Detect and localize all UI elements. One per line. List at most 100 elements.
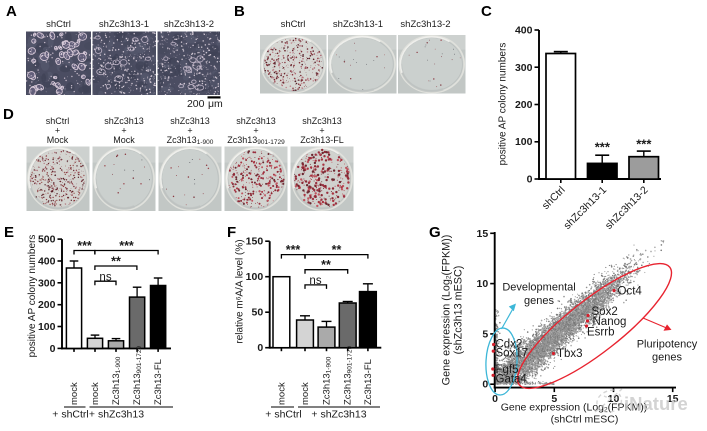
svg-text:Tbx3: Tbx3 [557,348,583,360]
svg-text:(shCtrl mESC): (shCtrl mESC) [551,414,619,426]
svg-text:shZc3h13-2: shZc3h13-2 [164,19,214,30]
svg-text:***: *** [636,137,652,152]
svg-text:300: 300 [38,277,56,289]
svg-text:**: ** [321,258,331,272]
svg-text:Gata4: Gata4 [496,374,528,386]
svg-text:Oct4: Oct4 [618,286,643,298]
svg-text:Pluripotency: Pluripotency [637,339,698,351]
svg-text:shZc3h13-1: shZc3h13-1 [333,19,383,30]
svg-text:400: 400 [515,25,533,37]
svg-text:shCtrl: shCtrl [281,19,306,30]
svg-text:μm: μm [208,98,223,110]
svg-text:genes: genes [652,352,682,364]
svg-text:+ shZc3h13: + shZc3h13 [311,409,366,421]
svg-text:Zc3h13901-1729: Zc3h13901-1729 [343,345,354,405]
svg-text:A: A [6,3,17,20]
svg-text:genes: genes [524,295,554,307]
svg-text:Sox2: Sox2 [592,306,618,318]
svg-text:positive AP colony numbers: positive AP colony numbers [27,235,38,358]
svg-text:shCtrl: shCtrl [46,19,71,30]
svg-text:B: B [234,3,245,20]
svg-text:300: 300 [515,62,533,74]
svg-text:100: 100 [38,321,56,333]
svg-text:Fgf5: Fgf5 [496,364,519,376]
svg-text:0: 0 [527,174,533,186]
svg-text:200: 200 [515,99,533,111]
svg-text:15: 15 [477,228,489,240]
svg-text:shZc3h13-2: shZc3h13-2 [603,184,651,232]
svg-text:150: 150 [246,236,264,248]
svg-text:100: 100 [515,136,533,148]
svg-text:+: + [55,126,60,136]
svg-text:+: + [319,126,324,136]
svg-text:+ shZc3h13: + shZc3h13 [89,409,144,421]
svg-text:Developmental: Developmental [502,282,575,294]
svg-text:shZc3h13-1: shZc3h13-1 [561,184,609,232]
svg-text:ns: ns [99,272,111,284]
svg-text:Mock: Mock [47,135,69,145]
svg-text:200: 200 [38,299,56,311]
svg-text:shZc3h13-2: shZc3h13-2 [400,19,450,30]
svg-text:mock: mock [300,382,311,405]
svg-text:400: 400 [38,256,56,268]
svg-text:**: ** [332,243,342,257]
svg-text:Cdx2: Cdx2 [496,339,523,351]
svg-text:**: ** [111,255,121,269]
svg-text:+: + [187,126,192,136]
svg-text:Zc3h131-900: Zc3h131-900 [111,356,122,405]
svg-text:mock: mock [276,382,287,405]
svg-text:10: 10 [477,278,489,290]
svg-text:shCtrl: shCtrl [46,116,70,126]
svg-text:500: 500 [38,234,56,246]
svg-text:***: *** [286,243,301,257]
svg-text:mock: mock [90,382,101,405]
svg-text:200: 200 [187,98,205,110]
svg-text:shZc3h13-1: shZc3h13-1 [99,19,149,30]
svg-text:+: + [253,126,258,136]
svg-text:+ shCtrl: + shCtrl [52,409,88,421]
svg-text:shZc3h13: shZc3h13 [236,116,276,126]
svg-text:***: *** [77,239,92,253]
svg-text:50: 50 [252,307,264,319]
svg-text:Zc3h13901-1729: Zc3h13901-1729 [227,135,285,146]
svg-text:(shZc3h13 mESC): (shZc3h13 mESC) [453,266,465,355]
svg-text:shZc3h13: shZc3h13 [104,116,144,126]
svg-text:shCtrl: shCtrl [540,184,568,212]
svg-text:D: D [3,106,14,123]
svg-text:relative m6A/A level (%): relative m6A/A level (%) [235,239,246,343]
svg-text:Sox17: Sox17 [496,348,529,360]
svg-text:shZc3h13: shZc3h13 [170,116,210,126]
svg-text:positive AP colony numbers: positive AP colony numbers [498,43,509,166]
svg-text:iNature: iNature [624,393,688,414]
svg-text:+ shCtrl: + shCtrl [265,409,301,421]
svg-text:15: 15 [667,393,679,405]
svg-text:shZc3h13: shZc3h13 [302,116,342,126]
svg-text:Mock: Mock [113,135,135,145]
svg-text:mock: mock [69,382,80,405]
svg-text:5: 5 [551,393,557,405]
svg-text:100: 100 [246,271,264,283]
svg-text:5: 5 [482,328,488,340]
svg-text:Zc3h13-FL: Zc3h13-FL [153,359,164,405]
svg-text:Gene expression (Log2(FPKM)): Gene expression (Log2(FPKM)) [441,235,453,386]
svg-text:Gene expression (Log2(FPKM)): Gene expression (Log2(FPKM)) [501,402,648,414]
svg-text:0: 0 [257,342,263,354]
svg-text:C: C [481,3,492,20]
svg-text:Nanog: Nanog [593,316,627,328]
svg-text:***: *** [119,239,134,253]
svg-text:0: 0 [50,343,56,355]
svg-text:Zc3h13901-1729: Zc3h13901-1729 [132,345,143,405]
svg-text:0: 0 [482,379,488,391]
svg-text:E: E [4,224,14,241]
svg-text:Zc3h131-900: Zc3h131-900 [322,356,333,405]
svg-text:***: *** [595,140,611,155]
svg-text:G: G [429,224,441,241]
svg-text:F: F [227,224,236,241]
svg-text:Esrrb: Esrrb [587,327,614,339]
svg-text:ns: ns [309,275,321,287]
svg-text:Zc3h13-FL: Zc3h13-FL [300,135,344,145]
svg-text:10: 10 [608,393,620,405]
svg-text:0: 0 [492,393,498,405]
svg-text:Zc3h131-900: Zc3h131-900 [167,135,214,146]
svg-text:+: + [121,126,126,136]
